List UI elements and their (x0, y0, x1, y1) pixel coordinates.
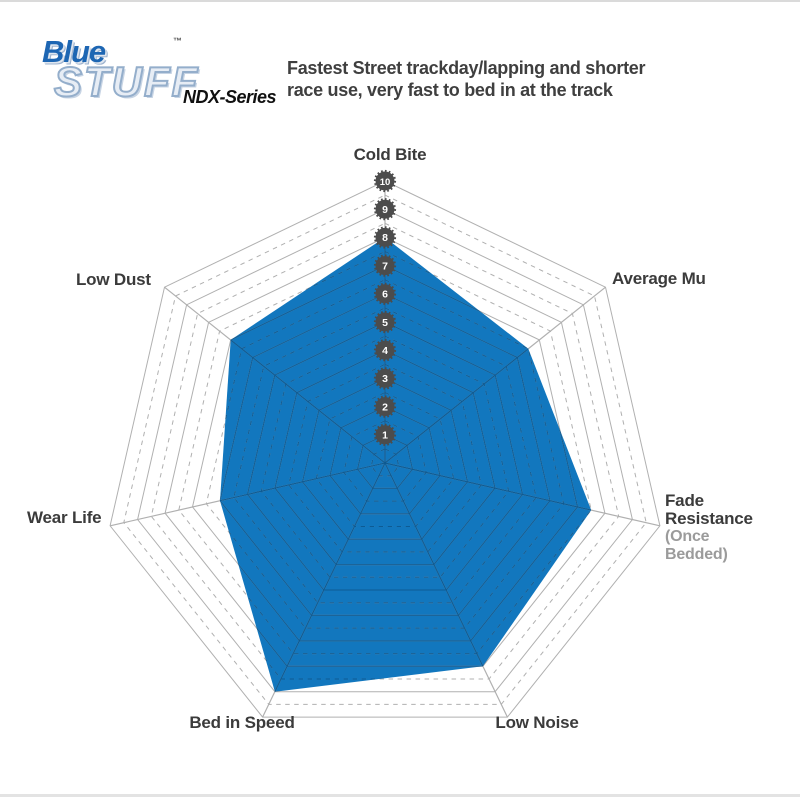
scale-badge (373, 226, 397, 249)
bluestuff-logo: Blue ™ STUFF NDX-Series (40, 32, 280, 117)
scale-badge (373, 282, 397, 305)
scale-badge-number: 9 (382, 204, 388, 216)
scale-badge-number: 3 (382, 373, 388, 385)
scale-badge (373, 367, 397, 390)
axis-label-average-mu: Average Mu (612, 269, 706, 288)
scale-badge-number: 8 (382, 232, 388, 244)
scale-badge-number: 7 (382, 260, 388, 272)
axis-label-cold-bite: Cold Bite (353, 145, 427, 164)
scale-badges: 10 9 8 7 6 5 4 3 2 1 (373, 169, 397, 446)
scale-badge-number: 10 (380, 177, 391, 188)
scale-badge (373, 198, 397, 221)
scale-badge-number: 1 (382, 430, 388, 442)
trademark-symbol: ™ (173, 36, 182, 46)
logo-word-stuff: STUFF (53, 57, 200, 106)
scale-badge (373, 339, 397, 362)
axis-label-wear-life: Wear Life (27, 508, 102, 527)
axis-label-low-noise: Low Noise (495, 713, 579, 732)
axis-label-bed-in-speed: Bed in Speed (189, 713, 295, 732)
scale-badge (373, 310, 397, 334)
scale-badge (373, 395, 397, 418)
top-border (0, 0, 800, 2)
scale-badge (373, 254, 397, 277)
scale-badge-number: 5 (382, 317, 388, 329)
logo-series-name: NDX-Series (183, 87, 277, 107)
fade-resistance-main: Fade Resistance (665, 491, 753, 528)
scale-badge-number: 4 (382, 345, 388, 357)
bottom-border (0, 794, 800, 797)
description-line-1: Fastest Street trackday/lapping and shor… (287, 58, 646, 78)
radar-value-polygon (220, 237, 592, 692)
logo-word-blue: Blue (42, 34, 106, 69)
description-line-2: race use, very fast to bed in at the tra… (287, 80, 613, 100)
fade-resistance-sublabel: (Once Bedded) (665, 528, 728, 563)
axis-label-fade-resistance: Fade Resistance (Once Bedded) (665, 492, 775, 564)
scale-badge (373, 169, 397, 193)
scale-badge-number: 2 (382, 401, 388, 413)
axis-label-low-dust: Low Dust (76, 270, 151, 289)
product-description: Fastest Street trackday/lapping and shor… (287, 57, 727, 101)
scale-badge-number: 6 (382, 289, 388, 301)
scale-badge (373, 423, 397, 446)
